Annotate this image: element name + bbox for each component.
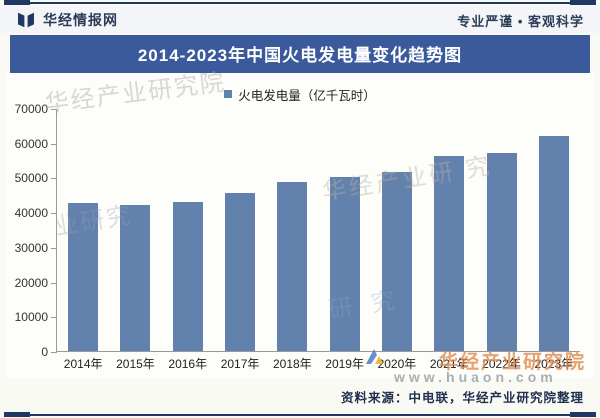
y-tick-10000: 10000 [14, 310, 58, 325]
y-tick-40000: 40000 [14, 206, 58, 221]
x-label-2023年: 2023年 [534, 357, 574, 371]
chart-title-banner: 2014-2023年中国火电发电量变化趋势图 [10, 35, 590, 73]
legend-swatch [224, 90, 233, 98]
bar-column-2017年 [214, 109, 266, 351]
bar-column-2023年 [528, 109, 580, 351]
x-label-2021年: 2021年 [429, 357, 469, 371]
y-tick-20000: 20000 [14, 275, 58, 290]
bottom-rule [4, 412, 596, 418]
plot-wrap: 0 10000 20000 30000 40000 50000 60000 70000 [6, 102, 594, 359]
x-label-2016年: 2016年 [168, 357, 208, 371]
bar-column-2020年 [371, 109, 423, 351]
bar-column-2018年 [266, 109, 318, 351]
x-axis-labels: 2014年 2015年 2016年 2017年 2018年 2019年 2020年 2021年… [6, 352, 594, 372]
chart-area: 火电发电量（亿千瓦时） 0 10000 20000 30000 40000 50000 60… [6, 69, 594, 385]
y-tick-60000: 60000 [14, 136, 58, 151]
x-label-2020年: 2020年 [377, 357, 417, 371]
bar-2015年 [120, 205, 151, 351]
y-axis: 0 10000 20000 30000 40000 50000 60000 70000 [12, 102, 58, 359]
chart-legend: 火电发电量（亿千瓦时） [6, 73, 594, 103]
x-label-2022年: 2022年 [482, 357, 521, 371]
book-logo-icon [16, 12, 36, 28]
bar-column-2021年 [423, 109, 475, 351]
bar-2019年 [329, 177, 360, 351]
top-rule-line [8, 2, 592, 4]
bar-2014年 [68, 203, 99, 351]
x-label-2017年: 2017年 [220, 357, 260, 371]
bar-column-2016年 [162, 109, 214, 351]
y-tick-50000: 50000 [14, 171, 58, 186]
huaon-logo-icon [363, 346, 385, 373]
header-tagline: 专业严谨 • 客观科学 [457, 13, 584, 29]
footer: 资料来源：中电联，华经产业研究院整理 [0, 378, 600, 412]
bottom-rule-line [8, 414, 592, 416]
legend-label: 火电发电量（亿千瓦时） [238, 88, 376, 103]
bar-2018年 [277, 181, 308, 351]
bar-2020年 [381, 172, 412, 351]
bar-2016年 [172, 201, 203, 351]
brand-name: 华经情报网 [43, 12, 118, 28]
top-rule-cap-right [570, 0, 596, 5]
y-tick-70000: 70000 [14, 102, 58, 116]
brand: 华经情报网 [16, 10, 118, 30]
bar-column-2019年 [318, 109, 370, 351]
top-rule [4, 0, 596, 6]
source-text: 资料来源：中电联，华经产业研究院整理 [340, 391, 584, 405]
plot-columns [56, 109, 580, 352]
header: 华经情报网 专业严谨 • 客观科学 [0, 6, 600, 33]
x-axis-spacer [12, 355, 57, 372]
bar-column-2022年 [475, 109, 527, 351]
x-label-2018年: 2018年 [272, 357, 312, 371]
bar-column-2015年 [109, 109, 161, 351]
top-rule-cap-left [4, 0, 30, 5]
x-label-2019年: 2019年 [325, 357, 364, 371]
x-axis-labels-row: 2014年 2015年 2016年 2017年 2018年 2019年 2020年 2021年… [57, 355, 580, 372]
bar-column-2014年 [57, 109, 109, 351]
bar-2017年 [225, 193, 256, 351]
bar-2021年 [434, 155, 465, 351]
bar-2022年 [486, 153, 517, 351]
y-tick-30000: 30000 [14, 240, 58, 255]
x-label-2015年: 2015年 [116, 357, 155, 371]
bar-2023年 [538, 136, 569, 351]
y-tick-0: 0 [41, 345, 57, 359]
x-label-2014年: 2014年 [63, 357, 103, 371]
